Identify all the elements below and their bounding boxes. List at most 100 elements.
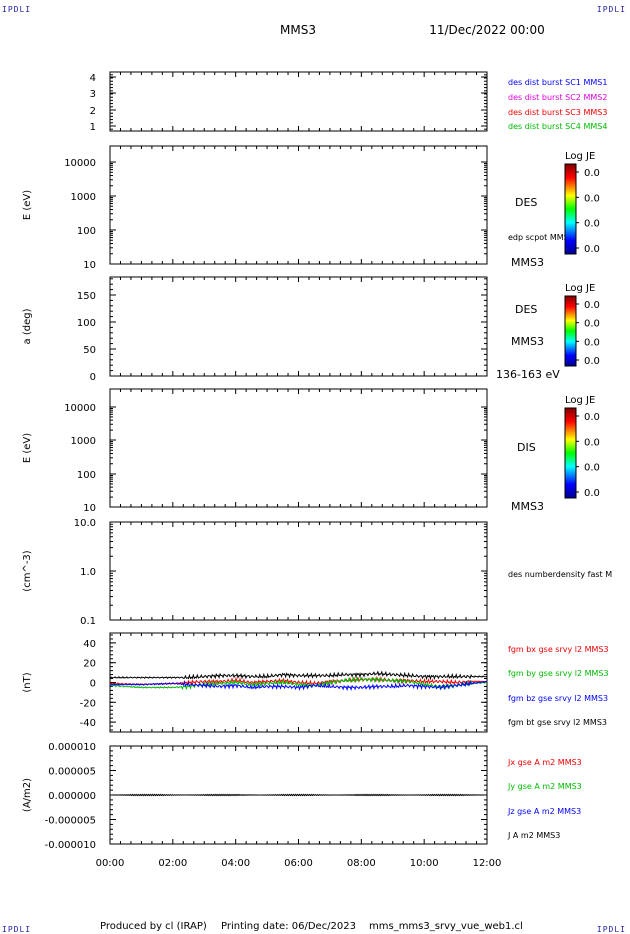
x-tick-label: 04:00: [221, 858, 250, 869]
panel-frame: [109, 276, 488, 377]
series-label: des dist burst SC2 MMS2: [508, 93, 607, 102]
y-tick-label: 0.1: [80, 616, 96, 627]
y-tick-label: 1000: [71, 192, 96, 203]
series-label: fgm bz gse srvy l2 MMS3: [508, 694, 608, 703]
colorbar-title: Log JE: [565, 395, 595, 406]
x-tick-label: 06:00: [284, 858, 313, 869]
series-line-by: [109, 676, 488, 691]
colorbar-tick-label: 0.0: [584, 168, 600, 179]
colorbar-tick-label: 0.0: [584, 244, 600, 255]
y-tick-label: 10000: [64, 158, 96, 169]
colorbar-tick-label: 0.0: [584, 488, 600, 499]
colorbar-tick-label: 0.0: [584, 193, 600, 204]
panel-burst: 1 2 3 4 des dist burst SC1 MMS1 des dist burs…: [90, 71, 607, 133]
series-label: DES: [515, 303, 537, 316]
panel-frame: [109, 632, 488, 733]
y-tick-label: 10000: [64, 403, 96, 414]
y-axis-label: E (eV): [22, 433, 33, 463]
panel-des-energy: 10 100 1000 10000 E (eV) DES edp scpot MMS3 MMS…: [22, 145, 600, 271]
y-axis-label: (nT): [22, 672, 33, 692]
footer-filename: mms_mms3_srvy_vue_web1.cl: [369, 921, 523, 932]
y-tick-label: 0: [90, 679, 96, 690]
x-tick-label: 12:00: [473, 858, 502, 869]
series-line-bt: [109, 670, 488, 681]
y-tick-label: 40: [83, 639, 96, 650]
x-tick-label: 00:00: [96, 858, 125, 869]
colorbar-tick-label: 0.0: [584, 300, 600, 311]
y-tick-label: 10: [83, 260, 96, 271]
series-label: 136-163 eV: [496, 368, 560, 381]
y-tick-label: 4: [90, 73, 96, 84]
panel-density: 0.1 1.0 10.0 (cm^-3) des numberdensity fast …: [22, 518, 612, 627]
x-tick-label: 08:00: [347, 858, 376, 869]
colorbar: [564, 295, 577, 367]
x-tick-label: 02:00: [158, 858, 187, 869]
y-axis-label: a (deg): [22, 308, 33, 344]
colorbar-title: Log JE: [565, 283, 595, 294]
datetime-title: 11/Dec/2022 00:00: [429, 23, 545, 37]
series-label: Jx gse A m2 MMS3: [507, 758, 582, 767]
panel-frame: [109, 388, 488, 508]
corner-label-bottom-left: IPDLI: [2, 925, 32, 934]
y-axis-label: (cm^-3): [22, 550, 33, 591]
y-tick-label: 1000: [71, 436, 96, 447]
series-line-bz: [109, 680, 488, 692]
series-label: des dist burst SC4 MMS4: [508, 122, 607, 131]
series-label: des numberdensity fast M: [508, 570, 612, 579]
panel-bfield: -40 -20 0 20 40 (nT) fgm bx gse srvy l2 MMS3 fg…: [22, 632, 609, 733]
colorbar-tick-label: 0.0: [584, 412, 600, 423]
spacecraft-title: MMS3: [280, 23, 316, 37]
series-label: J A m2 MMS3: [507, 831, 560, 840]
y-tick-label: -40: [80, 718, 96, 729]
series-label: MMS3: [511, 500, 544, 513]
y-tick-label: 10: [83, 503, 96, 514]
colorbar-tick-label: 0.0: [584, 319, 600, 330]
colorbar-tick-label: 0.0: [584, 463, 600, 474]
y-tick-label: 100: [77, 318, 96, 329]
series-label: DIS: [517, 441, 536, 454]
y-tick-label: 3: [90, 89, 96, 100]
panel-frame: [109, 521, 488, 621]
colorbar-tick-label: 0.0: [584, 437, 600, 448]
y-axis-label: (A/m2): [22, 778, 33, 812]
y-tick-label: 2: [90, 106, 96, 117]
y-tick-label: 0.000000: [48, 791, 96, 802]
panel-dis-energy: 10 100 1000 10000 E (eV) DIS MMS3 Log JE 0.0 0.0 0…: [22, 388, 600, 514]
series-label: des dist burst SC1 MMS1: [508, 78, 607, 87]
series-label: fgm bx gse srvy l2 MMS3: [508, 645, 609, 654]
series-label: fgm by gse srvy l2 MMS3: [508, 669, 609, 678]
corner-label-top-left: IPDLI: [2, 5, 32, 14]
y-tick-label: 50: [83, 345, 96, 356]
y-tick-label: 1: [90, 122, 96, 133]
y-tick-label: 20: [83, 659, 96, 670]
colorbar: [564, 407, 577, 499]
y-tick-label: 1.0: [80, 567, 96, 578]
series-label: DES: [515, 196, 537, 209]
y-axis-label: E (eV): [22, 190, 33, 220]
footer-printing-date: Printing date: 06/Dec/2023: [221, 921, 356, 932]
y-tick-label: 0.000005: [48, 767, 96, 778]
colorbar-tick-label: 0.0: [584, 219, 600, 230]
y-tick-label: 100: [77, 470, 96, 481]
corner-label-top-right: IPDLI: [596, 5, 626, 14]
y-tick-label: 150: [77, 291, 96, 302]
colorbar-title: Log JE: [565, 151, 595, 162]
y-tick-label: 10.0: [74, 518, 96, 529]
y-tick-label: 0: [90, 372, 96, 383]
x-tick-label: 10:00: [410, 858, 439, 869]
panel-current: -0.000010 -0.000005 0.000000 0.000005 0.0000…: [22, 742, 582, 851]
series-label: edp scpot MMS3: [508, 233, 574, 242]
corner-label-bottom-right: IPDLI: [596, 925, 626, 934]
series-label: des dist burst SC3 MMS3: [508, 108, 607, 117]
series-line-j: [110, 793, 488, 797]
colorbar: [564, 163, 577, 255]
colorbar-tick-label: 0.0: [584, 337, 600, 348]
y-tick-label: 0.000010: [48, 742, 96, 753]
y-tick-label: 100: [77, 226, 96, 237]
series-label: Jy gse A m2 MMS3: [507, 782, 582, 791]
series-label: fgm bt gse srvy l2 MMS3: [508, 718, 607, 727]
panel-des-pitch: 0 50 100 150 a (deg) DES MMS3 136-163 eV Log JE 0…: [22, 276, 600, 383]
colorbar-tick-label: 0.0: [584, 356, 600, 367]
series-label: MMS3: [511, 335, 544, 348]
